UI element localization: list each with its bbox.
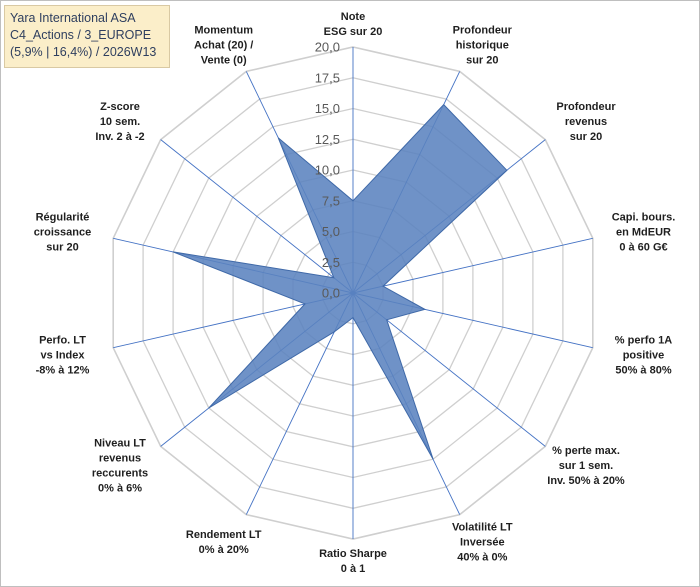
svg-text:% perte max.sur 1 sem.Inv. 50%: % perte max. sur 1 sem. Inv. 50% à 20%	[547, 445, 625, 487]
axis-label: Niveau LT revenus reccurents 0% à 6%	[92, 438, 148, 495]
axis-label-line: historique	[456, 39, 509, 51]
axis-label-line: Z-score	[100, 101, 140, 113]
axis-spoke	[160, 139, 354, 294]
tick-label: 15,0	[315, 101, 340, 116]
axis-label-line: Régularité	[36, 212, 90, 224]
axis-label-line: Inv. 2 à -2	[95, 131, 144, 143]
axis-label: Momentum Achat (20) / Vente (0)	[194, 24, 253, 66]
axis-label-line: en MdEUR	[616, 227, 671, 239]
axis-label-line: sur 20	[46, 242, 78, 254]
axis-label-line: croissance	[34, 227, 91, 239]
tick-label: 2,5	[322, 255, 340, 270]
series-area	[172, 103, 508, 460]
tick-label: 10,0	[315, 163, 340, 178]
axis-label: Volatilité LT Inversée 40% à 0%	[452, 522, 513, 564]
axis-label-line: Ratio Sharpe	[319, 548, 387, 560]
axis-label: Ratio Sharpe 0 à 1	[319, 548, 387, 575]
axis-label-line: 0% à 20%	[199, 544, 249, 556]
axis-label-line: -8% à 12%	[36, 364, 90, 376]
tick-label: 0,0	[322, 286, 340, 301]
title-line-company: Yara International ASA	[10, 11, 136, 25]
axis-label-line: Profondeur	[556, 101, 616, 113]
label-layer: Note ESG sur 20 Profondeur historique sur 20…	[34, 11, 676, 575]
axis-label: Capi. bours. en MdEUR 0 à 60 G€	[612, 212, 676, 254]
axis-label-line: positive	[623, 349, 665, 361]
axis-label-line: 10 sem.	[100, 116, 140, 128]
title-line-period: (5,9% | 16,4%) / 2026W13	[10, 45, 157, 59]
axis-label-line: 40% à 0%	[457, 552, 507, 564]
axis-label-line: ESG sur 20	[324, 26, 383, 38]
axis-label: Perfo. LT vs Index -8% à 12%	[36, 334, 90, 376]
axis-label-line: Perfo. LT	[39, 334, 86, 346]
axis-label-line: Inversée	[460, 537, 505, 549]
axis-label-line: sur 1 sem.	[559, 460, 613, 472]
axis-spoke	[352, 237, 593, 294]
tick-label: 17,5	[315, 70, 340, 85]
axis-label-line: revenus	[99, 453, 141, 465]
series-layer	[172, 103, 508, 460]
axis-label-line: % perfo 1A	[615, 334, 673, 346]
tick-label: 12,5	[315, 132, 340, 147]
title-line-category: C4_Actions / 3_EUROPE	[10, 28, 152, 42]
axis-label-line: 0% à 6%	[98, 483, 142, 495]
axis-label: Note ESG sur 20	[324, 11, 383, 38]
axis-label-line: 0 à 1	[341, 563, 365, 575]
axis-label-line: Achat (20) /	[194, 39, 253, 51]
axis-label-line: Note	[341, 11, 365, 23]
tick-label: 7,5	[322, 193, 340, 208]
axis-label: Profondeur revenus sur 20	[556, 101, 616, 143]
axis-label: Profondeur historique sur 20	[453, 24, 513, 66]
tick-label: 20,0	[315, 40, 340, 55]
axis-label-line: reccurents	[92, 468, 148, 480]
axis-label-line: Inv. 50% à 20%	[547, 475, 625, 487]
svg-text:Rendement LT0% à 20%: Rendement LT 0% à 20%	[186, 529, 262, 556]
chart-title-box: Yara International ASA C4_Actions / 3_EU…	[4, 5, 170, 68]
axis-label-line: Vente (0)	[201, 54, 247, 66]
axis-label: Rendement LT 0% à 20%	[186, 529, 262, 556]
axis-label-line: Capi. bours.	[612, 212, 676, 224]
tick-label: 5,0	[322, 224, 340, 239]
axis-label-line: Niveau LT	[94, 438, 146, 450]
axis-label-line: 50% à 80%	[615, 364, 671, 376]
axis-label-line: Rendement LT	[186, 529, 262, 541]
axis-label: Z-score 10 sem. Inv. 2 à -2	[95, 101, 144, 143]
axis-label-line: Profondeur	[453, 24, 513, 36]
tick-layer: 0,0 2,5 5,0 7,5 10,0 12,5 15,0 17,5 20,0	[315, 40, 340, 301]
axis-label: % perte max. sur 1 sem. Inv. 50% à 20%	[547, 445, 625, 487]
axis-label-line: 0 à 60 G€	[619, 242, 667, 254]
axis-label-line: revenus	[565, 116, 607, 128]
axis-label-line: Momentum	[194, 24, 253, 36]
axis-label-line: Volatilité LT	[452, 522, 513, 534]
axis-label-line: sur 20	[570, 131, 602, 143]
axis-label: Régularité croissance sur 20	[34, 212, 91, 254]
axis-label-line: vs Index	[40, 349, 85, 361]
axis-label-line: % perte max.	[552, 445, 620, 457]
axis-label: % perfo 1A positive 50% à 80%	[615, 334, 673, 376]
axis-label-line: sur 20	[466, 54, 498, 66]
